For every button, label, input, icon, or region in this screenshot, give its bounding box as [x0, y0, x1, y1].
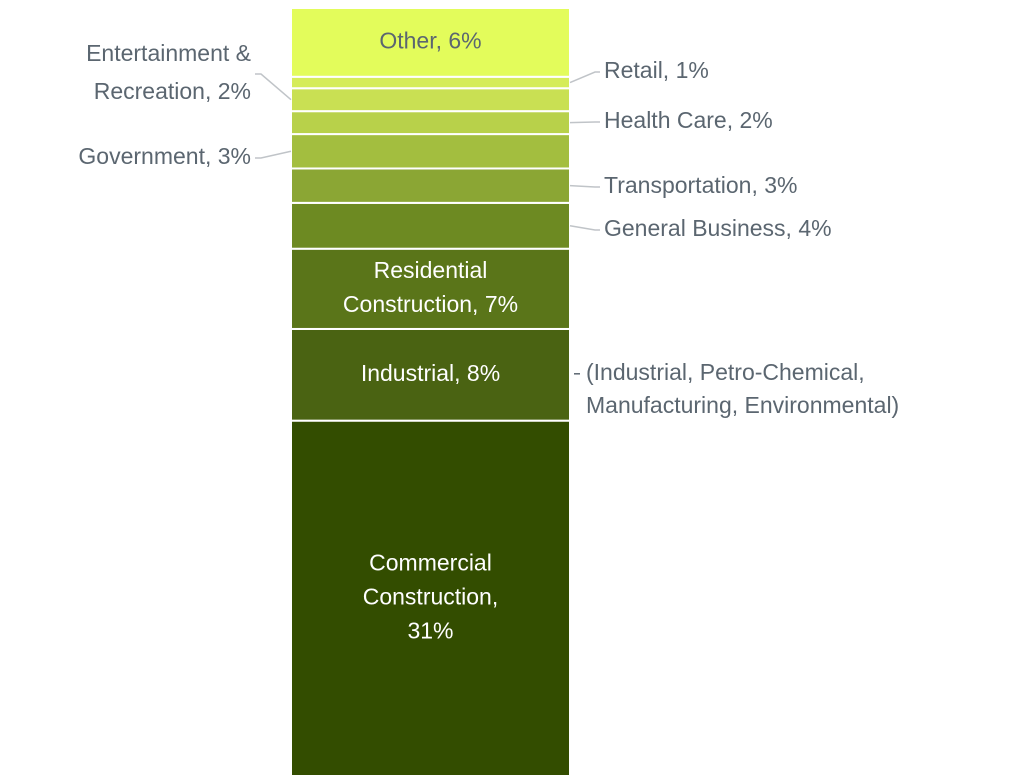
bar-segment [290, 75, 571, 90]
data-label-line: Commercial [369, 549, 492, 575]
data-label-line: Transportation, 3% [604, 172, 797, 198]
bar-segment [290, 110, 571, 136]
bar-segment [290, 167, 571, 204]
data-label-line: Other, 6% [379, 27, 481, 53]
annotation-line: (Industrial, Petro-Chemical, [586, 359, 865, 385]
bar-segment [290, 7, 571, 78]
bar-segment [290, 419, 571, 777]
data-label: General Business, 4% [604, 215, 832, 241]
data-label-line: Health Care, 2% [604, 107, 773, 133]
data-label: Transportation, 3% [604, 172, 797, 198]
data-label: Government, 3% [78, 143, 251, 169]
data-label-line: Retail, 1% [604, 57, 709, 83]
data-label: Health Care, 2% [604, 107, 773, 133]
data-label: Industrial, 8% [361, 360, 500, 386]
data-label-line: General Business, 4% [604, 215, 832, 241]
data-label-line: Recreation, 2% [94, 78, 251, 104]
data-label-line: Construction, [363, 583, 499, 609]
bar-segment [290, 87, 571, 113]
data-label-line: Entertainment & [86, 40, 251, 66]
data-label-line: Industrial, 8% [361, 360, 500, 386]
data-label: Residential Construction, 7% [343, 257, 518, 317]
leader-line [569, 71, 600, 84]
data-label-line: Government, 3% [78, 143, 251, 169]
leader-line [569, 121, 600, 124]
annotation: (Industrial, Petro-Chemical, Manufacturin… [586, 359, 899, 418]
bar-segment [290, 201, 571, 250]
leader-line [255, 150, 292, 159]
leader-line [569, 184, 600, 188]
data-label-line: 31% [407, 617, 453, 643]
bar-segment [290, 327, 571, 422]
data-label: Commercial Construction, 31% [363, 549, 499, 643]
leader-line [255, 73, 292, 101]
annotation-line: Manufacturing, Environmental) [586, 392, 899, 418]
data-label: Other, 6% [379, 27, 481, 53]
bar-segment [290, 133, 571, 170]
data-label: Retail, 1% [604, 57, 709, 83]
data-label-line: Construction, 7% [343, 291, 518, 317]
data-label: Entertainment & Recreation, 2% [86, 40, 251, 104]
data-label-line: Residential [374, 257, 488, 283]
leader-line [569, 225, 600, 231]
